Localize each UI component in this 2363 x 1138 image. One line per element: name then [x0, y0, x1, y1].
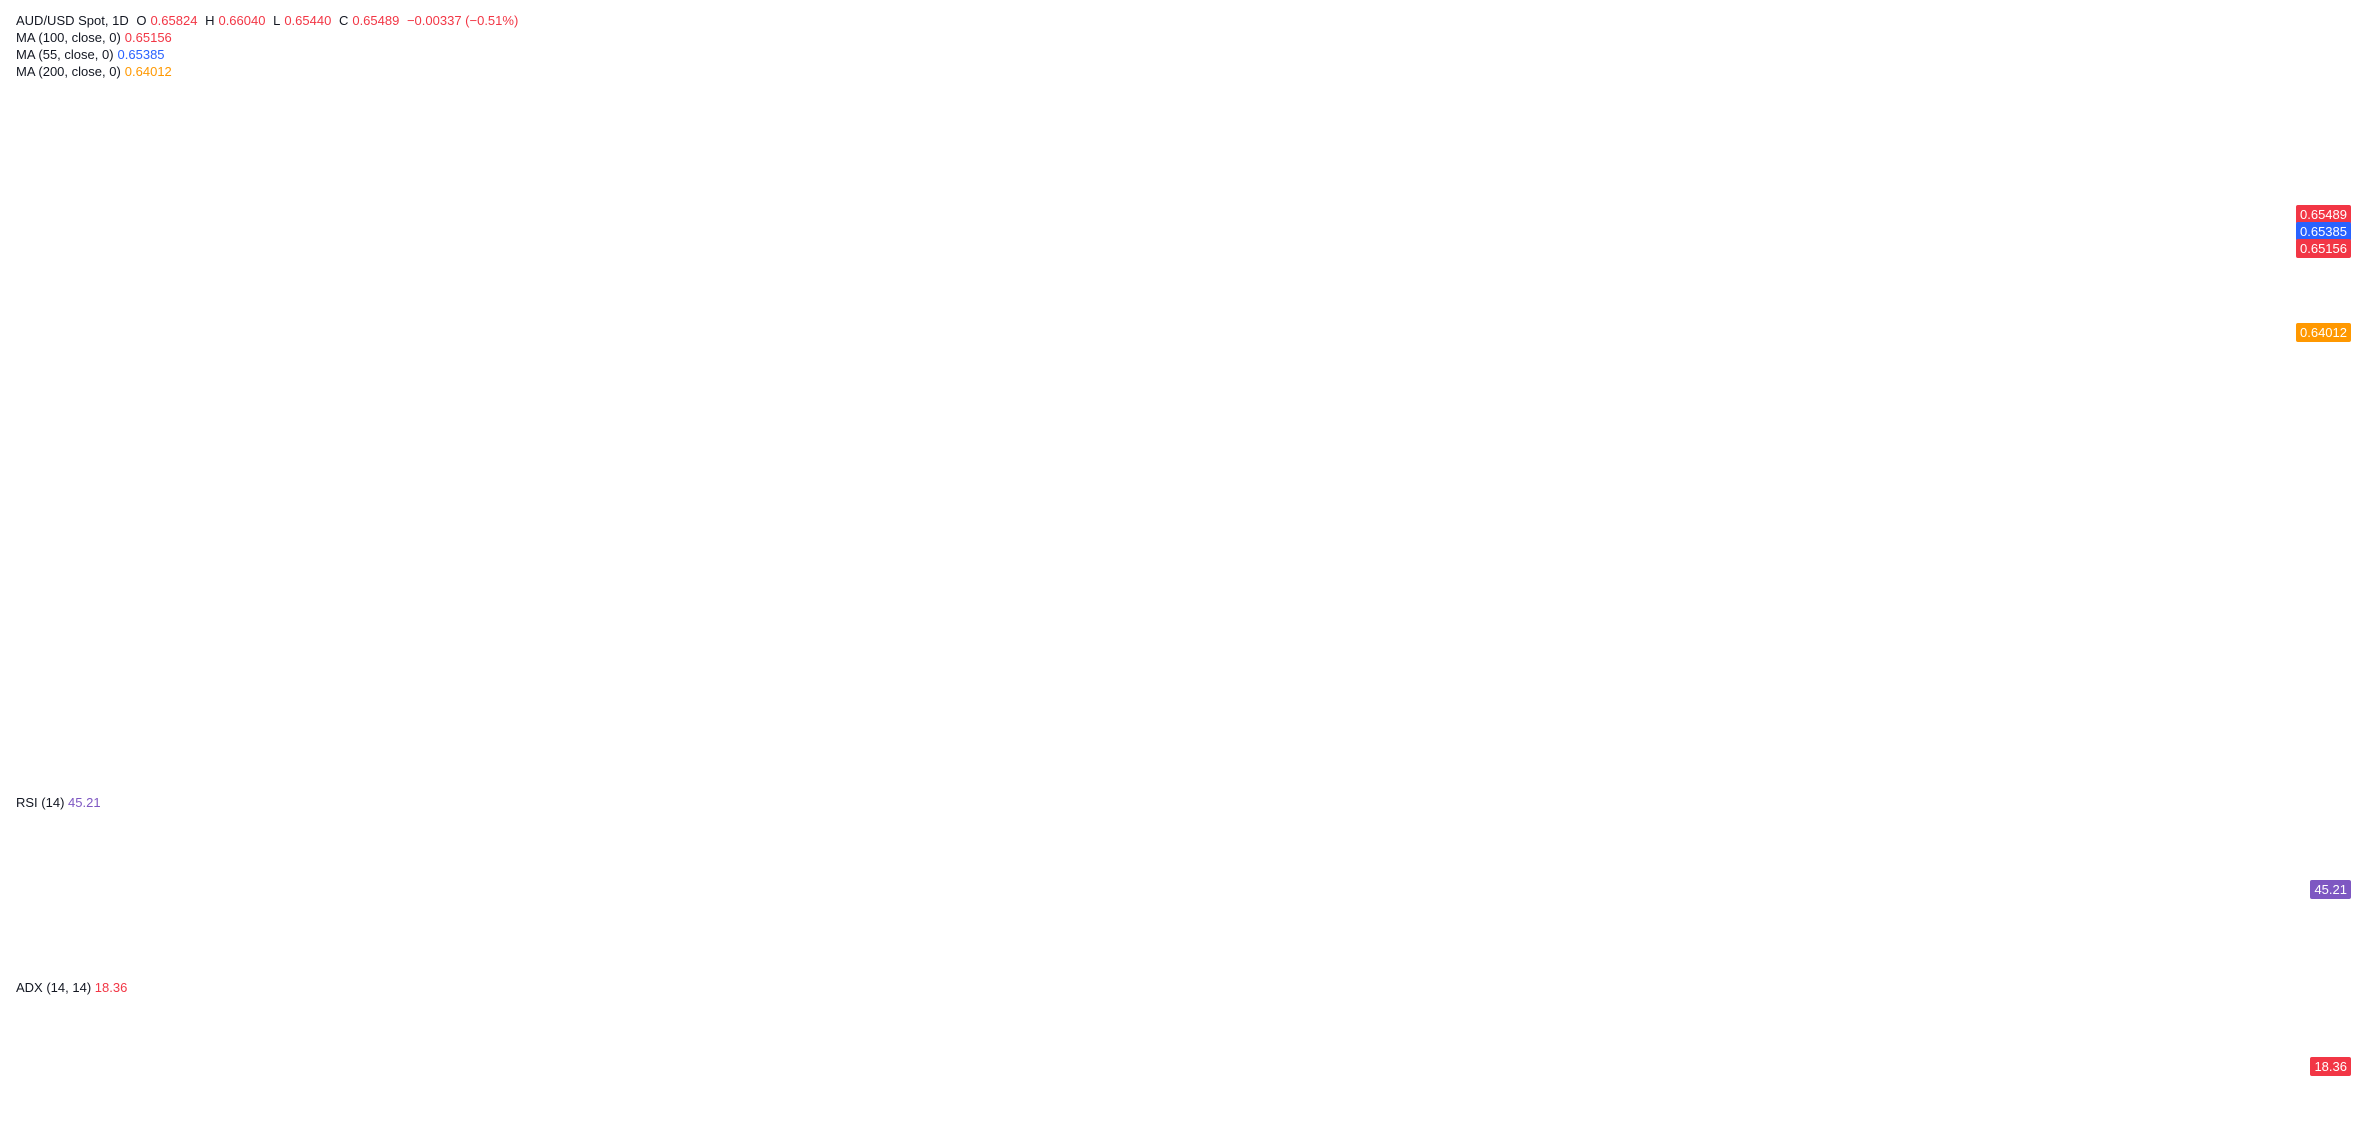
legend-ma100-row: MA (100, close, 0) 0.65156 — [16, 30, 172, 45]
adx-pane-label: ADX (14, 14) 18.36 — [16, 980, 128, 995]
ma200-price-badge: 0.64012 — [2296, 323, 2351, 342]
legend-symbol: AUD/USD Spot, 1D — [16, 13, 129, 28]
legend-close: 0.65489 — [352, 13, 400, 28]
legend-change: −0.00337 (−0.51%) — [406, 13, 519, 28]
ma100-price-badge: 0.65156 — [2296, 239, 2351, 258]
legend-ohlc-row: AUD/USD Spot, 1D O 0.65824 H 0.66040 L 0.65… — [16, 13, 519, 28]
legend-ma200-row: MA (200, close, 0) 0.64012 — [16, 64, 172, 79]
legend-ma55-row: MA (55, close, 0) 0.65385 — [16, 47, 165, 62]
legend-high: 0.66040 — [218, 13, 266, 28]
legend-open: 0.65824 — [150, 13, 198, 28]
rsi-pane-label: RSI (14) 45.21 — [16, 795, 101, 810]
legend-low: 0.65440 — [284, 13, 332, 28]
legend: AUD/USD Spot, 1D O 0.65824 H 0.66040 L 0.65… — [16, 12, 522, 80]
close-price-badge: 0.65489 — [2296, 205, 2351, 224]
ma55-price-badge: 0.65385 — [2296, 222, 2351, 241]
adx-value-badge: 18.36 — [2310, 1057, 2351, 1076]
rsi-value-badge: 45.21 — [2310, 880, 2351, 899]
